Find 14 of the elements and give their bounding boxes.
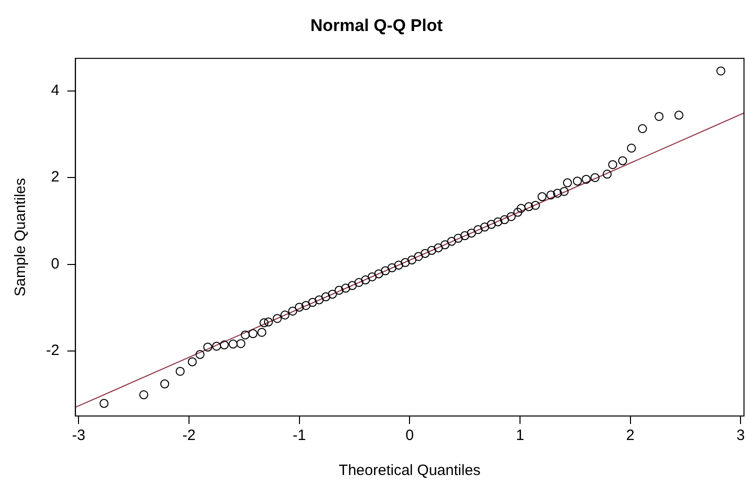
chart-title: Normal Q-Q Plot <box>310 16 443 35</box>
x-tick-label: 1 <box>516 427 524 444</box>
x-tick-label: 3 <box>736 427 745 444</box>
y-tick-label: 4 <box>50 82 60 100</box>
y-tick-label: -2 <box>46 342 60 360</box>
x-tick-label: -2 <box>182 427 196 444</box>
y-axis-title: Sample Quantiles <box>12 178 30 296</box>
x-axis-title: Theoretical Quantiles <box>338 462 481 480</box>
x-tick-label: 0 <box>405 427 414 444</box>
x-tick-label: 2 <box>626 427 635 444</box>
x-tick-label: -3 <box>72 427 86 444</box>
y-tick-label: 2 <box>50 168 60 186</box>
x-tick-label: -1 <box>292 427 306 444</box>
y-tick-label: 0 <box>50 255 60 272</box>
